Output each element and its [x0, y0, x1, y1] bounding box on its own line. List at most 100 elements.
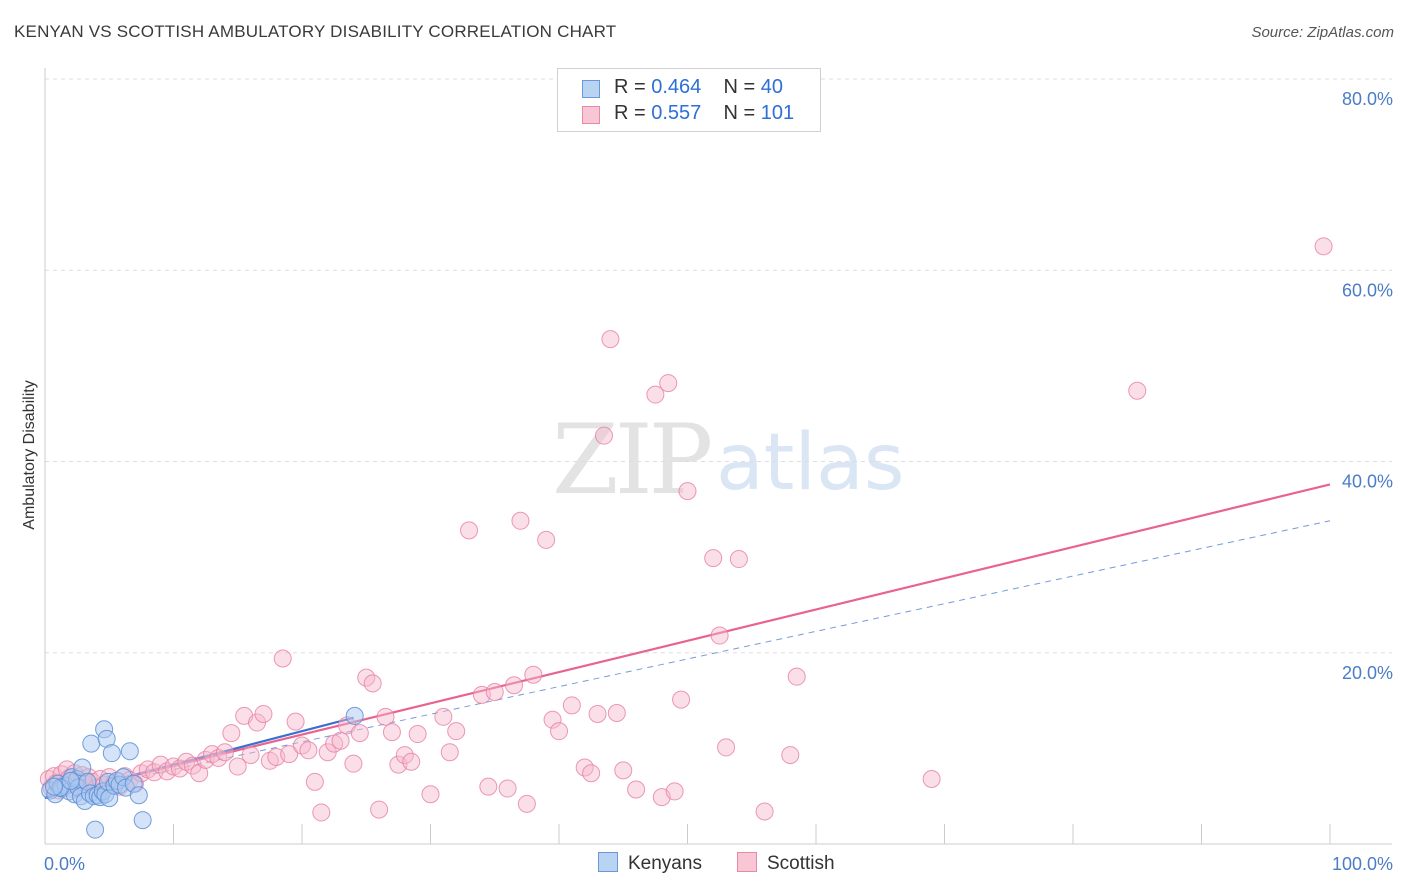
scottish-point: [511, 511, 530, 530]
scottish-point: [421, 785, 440, 804]
kenyan-points: [41, 706, 364, 839]
scottish-swatch: [582, 106, 600, 124]
scottish-point: [312, 803, 331, 822]
scottish-trend-line: [44, 483, 1331, 799]
kenyan-point: [61, 771, 80, 790]
scottish-legend-label: Scottish: [767, 853, 835, 874]
legend-n-label: N =: [723, 76, 756, 98]
scottish-point: [678, 482, 697, 501]
trend-lines: [44, 483, 1331, 800]
scottish-point: [594, 426, 613, 445]
scottish-point: [273, 649, 292, 668]
scottish-point: [460, 521, 479, 540]
scottish-point: [331, 731, 350, 750]
y-tick-label: 80.0%: [1342, 89, 1393, 109]
scottish-point: [299, 741, 318, 760]
scottish-point: [485, 682, 504, 701]
scottish-point: [627, 780, 646, 799]
kenyan-trend-line: [44, 716, 354, 800]
scottish-point: [787, 667, 806, 686]
scottish-point: [447, 722, 466, 741]
kenyan-point: [86, 820, 105, 839]
scottish-point: [517, 794, 536, 813]
scottish-point: [382, 723, 401, 742]
kenyan-trend-extension: [44, 520, 1331, 798]
scottish-point: [601, 330, 620, 349]
scottish-point: [228, 757, 247, 776]
scottish-point: [672, 690, 691, 709]
scottish-point: [781, 746, 800, 765]
scottish-point: [241, 746, 260, 765]
scottish-point: [607, 703, 626, 722]
scottish-point: [537, 530, 556, 549]
scottish-point: [729, 550, 748, 569]
scottish-point: [710, 626, 729, 645]
scottish-point: [395, 746, 414, 765]
y-tick-label: 60.0%: [1342, 280, 1393, 300]
scottish-point: [479, 777, 498, 796]
scottish-point: [402, 752, 421, 771]
y-axis-label: Ambulatory Disability: [21, 380, 38, 529]
bottom-legend-kenyans: Kenyans: [598, 852, 702, 875]
kenyan-swatch: [582, 80, 600, 98]
kenyan-point: [129, 786, 148, 805]
scottish-point: [755, 802, 774, 821]
legend-r-label: R =: [614, 76, 646, 98]
scottish-point: [305, 772, 324, 791]
scottish-point: [524, 665, 543, 684]
kenyan-point: [120, 742, 139, 761]
scottish-point: [222, 724, 241, 743]
scottish-point: [614, 761, 633, 780]
scottish-point: [588, 704, 607, 723]
kenyan-legend-swatch: [598, 852, 618, 872]
scottish-point: [582, 764, 601, 783]
legend-r-value-scottish: 0.557: [651, 102, 702, 124]
source-label: Source: ZipAtlas.com: [1251, 24, 1394, 41]
scottish-point: [370, 800, 389, 819]
scottish-point: [1128, 381, 1147, 400]
watermark-zip: ZIP: [552, 404, 713, 516]
scottish-point: [440, 743, 459, 762]
scottish-point: [646, 385, 665, 404]
scottish-point: [254, 704, 273, 723]
scottish-point: [286, 712, 305, 731]
legend-n-label: N =: [723, 102, 756, 124]
scottish-point: [717, 738, 736, 757]
legend-n-value-kenyans: 40: [760, 76, 784, 98]
scottish-point: [344, 754, 363, 773]
scottish-point: [562, 696, 581, 715]
scottish-point: [659, 374, 678, 393]
scottish-point: [434, 707, 453, 726]
scottish-point: [704, 549, 723, 568]
watermark-atlas: atlas: [716, 418, 905, 508]
legend-r-value-kenyans: 0.464: [651, 76, 702, 98]
scottish-point: [1314, 237, 1333, 256]
bottom-legend-scottish: Scottish: [737, 852, 835, 875]
grid-lines: [45, 78, 1392, 654]
kenyan-point: [82, 734, 101, 753]
scottish-point: [363, 674, 382, 693]
scottish-point: [543, 710, 562, 729]
scottish-point: [505, 676, 524, 695]
scottish-point: [408, 725, 427, 744]
tick-labels: 20.0% 40.0% 60.0% 80.0% 0.0% 100.0% Ambulatory…: [21, 89, 1393, 874]
kenyan-point: [102, 744, 121, 763]
scottish-point: [498, 779, 517, 798]
x-tick-label-min: 0.0%: [44, 854, 85, 874]
kenyan-point: [345, 706, 364, 725]
y-tick-label: 20.0%: [1342, 663, 1393, 683]
legend-n-value-scottish: 101: [760, 102, 795, 124]
legend-r-label: R =: [614, 102, 646, 124]
scottish-point: [922, 769, 941, 788]
scottish-points: [39, 237, 1333, 822]
scottish-point: [350, 724, 369, 743]
scottish-point: [215, 743, 234, 762]
scottish-point: [550, 722, 568, 741]
correlation-legend: R = 0.464 N = 40 R = 0.557 N = 101: [557, 68, 821, 132]
x-tick-label-max: 100.0%: [1332, 854, 1393, 874]
chart-title: KENYAN VS SCOTTISH AMBULATORY DISABILITY…: [14, 22, 617, 41]
kenyans-legend-label: Kenyans: [628, 853, 702, 874]
scottish-point: [665, 782, 684, 801]
y-tick-label: 40.0%: [1342, 472, 1393, 492]
